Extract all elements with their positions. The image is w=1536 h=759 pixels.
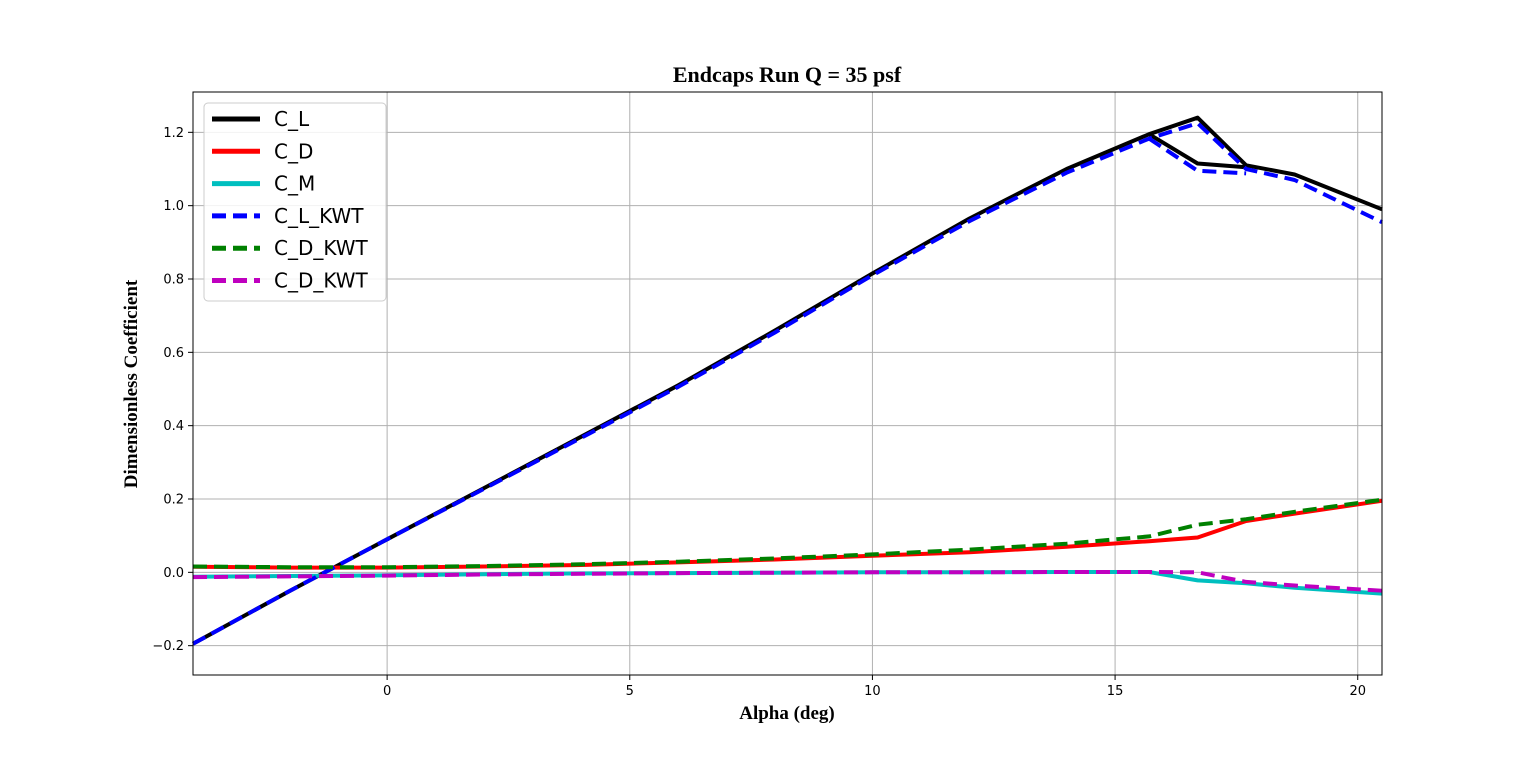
- legend-label: C_L: [274, 107, 310, 131]
- y-axis-label: Dimensionless Coefficient: [121, 279, 142, 488]
- series-line-c-l-kwt: [192, 121, 1383, 646]
- x-axis-label: Alpha (deg): [739, 703, 835, 724]
- y-tick-label: −0.2: [152, 639, 184, 654]
- legend-label: C_D: [274, 139, 313, 163]
- series-line-c-l-kwt: [1147, 136, 1247, 176]
- x-tick-label: 15: [1107, 684, 1124, 699]
- y-tick-label: 0.4: [163, 419, 184, 434]
- legend-label: C_D_KWT: [274, 269, 369, 293]
- x-tick-label: 0: [383, 684, 391, 699]
- plot-area-frame: [192, 91, 1383, 676]
- grid-lines: [193, 92, 1382, 675]
- legend-label: C_M: [274, 172, 315, 196]
- chart-title: Endcaps Run Q = 35 psf: [673, 62, 902, 87]
- x-tick-label: 20: [1349, 684, 1366, 699]
- y-tick-label: 0.6: [163, 346, 184, 361]
- y-tick-label: 1.2: [163, 126, 184, 141]
- y-tick-label: 0.8: [163, 273, 184, 288]
- legend: C_L C_D C_M C_L_KWT C_D_KWT C_D_KWT: [203, 102, 387, 302]
- series-line-c-l: [1148, 132, 1247, 170]
- y-tick-label: 0.2: [163, 493, 184, 508]
- y-tick-label: 0.0: [163, 566, 184, 581]
- data-series: [192, 115, 1383, 646]
- x-tick-label: 5: [626, 684, 634, 699]
- series-line-c-d-kwt: [192, 570, 1383, 593]
- x-tick-label: 10: [864, 684, 881, 699]
- y-axis-ticks: −0.2 0.0 0.2 0.4 0.6 0.8 1.0 1.2: [152, 126, 193, 654]
- legend-label: C_D_KWT: [274, 236, 369, 260]
- y-tick-label: 1.0: [163, 199, 184, 214]
- x-axis-ticks: 0 5 10 15 20: [383, 675, 1366, 699]
- legend-label: C_L_KWT: [274, 204, 364, 228]
- series-line-c-d-kwt: [192, 497, 1383, 570]
